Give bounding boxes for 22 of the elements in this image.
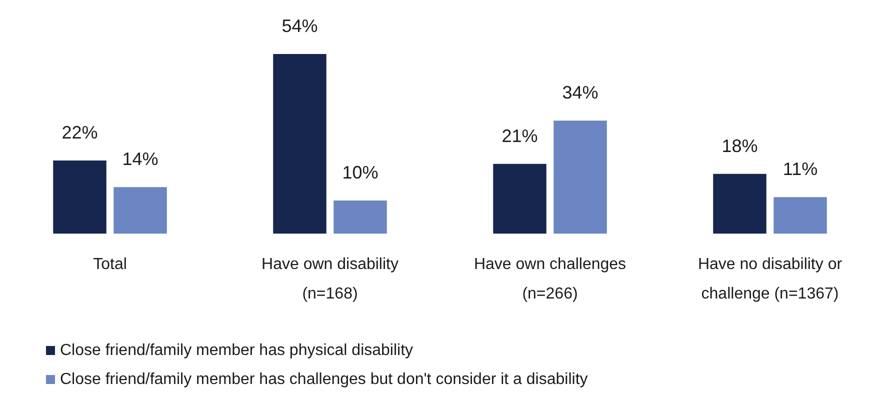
data-label: 18% [722, 136, 758, 156]
bar [713, 174, 766, 234]
x-tick-label: Have own challenges (n=266) [474, 256, 626, 303]
data-label: 34% [562, 82, 598, 103]
legend-label: Close friend/family member has physical disability [60, 342, 414, 360]
x-tick-label: Have no disability or challenge (n=1367) [698, 256, 843, 303]
legend-label: Close friend/family member has challenges but don't consider it a disability [60, 370, 588, 388]
bar [493, 164, 546, 234]
data-label: 14% [122, 149, 158, 170]
data-label: 10% [342, 162, 378, 182]
bar [273, 54, 326, 234]
data-label: 11% [782, 159, 818, 180]
bar [554, 120, 607, 234]
bar [114, 187, 167, 234]
bar [53, 160, 106, 234]
data-label: 21% [502, 126, 538, 146]
bar [774, 197, 827, 234]
x-tick-label: Have own disability (n=168) [262, 256, 398, 303]
x-tick-label: Total [93, 256, 127, 274]
data-label: 22% [62, 122, 98, 143]
bar [334, 200, 387, 234]
data-label: 54% [282, 16, 318, 36]
